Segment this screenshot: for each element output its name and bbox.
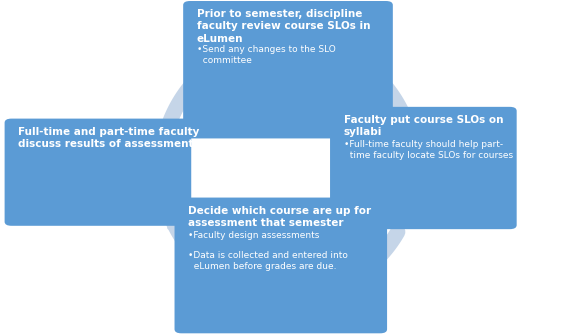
Text: •Full-time faculty should help part-
  time faculty locate SLOs for courses: •Full-time faculty should help part- tim… xyxy=(344,140,513,160)
Text: Faculty put course SLOs on
syllabi: Faculty put course SLOs on syllabi xyxy=(344,115,503,137)
FancyBboxPatch shape xyxy=(5,119,191,226)
FancyBboxPatch shape xyxy=(330,107,517,229)
Text: •Data is collected and entered into
  eLumen before grades are due.: •Data is collected and entered into eLum… xyxy=(188,251,348,271)
Text: •Faculty design assessments: •Faculty design assessments xyxy=(188,231,320,240)
Text: Full-time and part-time faculty
discuss results of assessments.: Full-time and part-time faculty discuss … xyxy=(18,127,204,149)
Text: Prior to semester, discipline
faculty review course SLOs in
eLumen: Prior to semester, discipline faculty re… xyxy=(197,9,370,44)
Text: Decide which course are up for
assessment that semester: Decide which course are up for assessmen… xyxy=(188,206,372,228)
FancyBboxPatch shape xyxy=(175,198,387,333)
Text: •Send any changes to the SLO
  committee: •Send any changes to the SLO committee xyxy=(197,45,336,65)
FancyBboxPatch shape xyxy=(183,1,393,138)
